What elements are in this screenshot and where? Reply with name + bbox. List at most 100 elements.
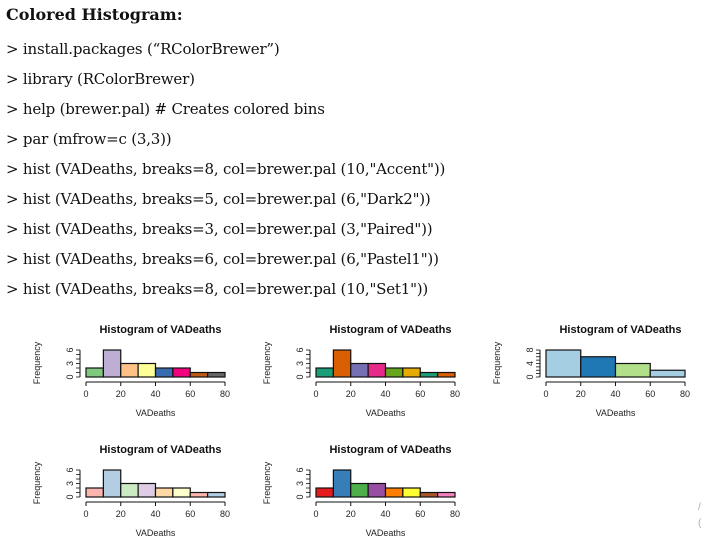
x-tick-label: 0	[543, 389, 548, 399]
histogram-bar	[154, 367, 174, 378]
histogram-bar	[85, 487, 104, 498]
x-axis-label: VADeaths	[596, 408, 636, 418]
r-command-help: > help (brewer.pal) # Creates colored bi…	[6, 100, 325, 118]
x-tick-label: 80	[450, 389, 460, 399]
x-tick-label: 0	[83, 389, 88, 399]
x-axis-label: VADeaths	[366, 528, 406, 538]
x-tick-label: 60	[415, 509, 425, 519]
y-tick-label: 6	[65, 347, 75, 352]
histogram-bar	[332, 349, 352, 378]
x-axis-label: VADeaths	[136, 408, 176, 418]
chart-title: Histogram of VADeaths	[329, 444, 451, 456]
histogram-bar	[189, 491, 209, 498]
y-axis-label: Frequency	[262, 341, 272, 384]
x-tick-label: 80	[680, 389, 690, 399]
histogram-bar	[137, 362, 157, 378]
histogram-bar	[315, 367, 334, 378]
chart-title: Histogram of VADeaths	[559, 324, 681, 336]
edge-mark-2: (	[698, 518, 702, 529]
x-tick-label: 0	[313, 389, 318, 399]
y-tick-label: 3	[65, 361, 75, 366]
r-command-hist-set1: > hist (VADeaths, breaks=8, col=brewer.p…	[6, 280, 429, 298]
y-tick-label: 4	[525, 361, 535, 366]
x-tick-label: 20	[116, 389, 126, 399]
y-axis-label: Frequency	[32, 461, 42, 504]
y-tick-label: 3	[65, 481, 75, 486]
histogram-bar	[207, 491, 226, 498]
y-tick-label: 6	[65, 467, 75, 472]
y-tick-label: 6	[295, 467, 305, 472]
x-axis-label: VADeaths	[366, 408, 406, 418]
histogram-bar	[350, 482, 369, 498]
histogram-bar	[85, 367, 104, 378]
chart-title: Histogram of VADeaths	[329, 324, 451, 336]
histogram-bar	[367, 362, 387, 378]
histogram-bar	[545, 349, 582, 378]
histogram-bar	[402, 367, 421, 378]
chart-title: Histogram of VADeaths	[99, 444, 221, 456]
histogram-pastel1: Histogram of VADeaths 0 20 40 60 80 VADeaths 0 3…	[20, 435, 250, 545]
x-tick-label: 80	[220, 509, 230, 519]
histogram-bar	[419, 491, 439, 498]
histogram-bar	[137, 482, 157, 498]
y-tick-label: 0	[65, 494, 75, 499]
x-tick-label: 40	[380, 509, 390, 519]
x-tick-label: 60	[185, 509, 195, 519]
histogram-set1: Histogram of VADeaths 0 20 40 60 80 VADeaths 0 3…	[250, 435, 480, 545]
y-tick-label: 6	[295, 347, 305, 352]
histogram-paired: Histogram of VADeaths 0 20 40 60 80 VADeaths 0 4…	[480, 315, 702, 425]
x-axis-label: VADeaths	[136, 528, 176, 538]
histogram-bar	[102, 349, 122, 378]
r-command-hist-accent: > hist (VADeaths, breaks=8, col=brewer.p…	[6, 160, 446, 178]
x-tick-label: 20	[346, 389, 356, 399]
edge-mark-1: /	[698, 502, 701, 513]
histogram-bar	[384, 367, 404, 378]
x-tick-label: 80	[220, 389, 230, 399]
y-axis-label: Frequency	[262, 461, 272, 504]
r-command-hist-dark2: > hist (VADeaths, breaks=5, col=brewer.p…	[6, 190, 431, 208]
histogram-grid: Histogram of VADeaths 0 20 40 60 80 VADeaths 0 3…	[0, 315, 702, 545]
y-tick-label: 0	[65, 374, 75, 379]
y-axis-label: Frequency	[32, 341, 42, 384]
x-tick-label: 20	[116, 509, 126, 519]
x-tick-label: 40	[380, 389, 390, 399]
x-tick-label: 60	[185, 389, 195, 399]
histogram-bar	[649, 369, 686, 378]
histogram-bar	[384, 487, 404, 498]
r-command-hist-paired: > hist (VADeaths, breaks=3, col=brewer.p…	[6, 220, 433, 238]
x-tick-label: 40	[150, 509, 160, 519]
chart-title: Histogram of VADeaths	[99, 324, 221, 336]
histogram-bar	[120, 362, 139, 378]
y-tick-label: 0	[295, 494, 305, 499]
x-tick-label: 20	[346, 509, 356, 519]
y-tick-label: 3	[295, 481, 305, 486]
histogram-bar	[437, 491, 456, 498]
histogram-bar	[402, 487, 421, 498]
histogram-bar	[120, 482, 139, 498]
y-tick-label: 3	[295, 361, 305, 366]
histogram-bar	[419, 371, 439, 378]
histogram-bar	[315, 487, 334, 498]
histogram-bar	[207, 371, 226, 378]
x-tick-label: 40	[610, 389, 620, 399]
r-command-par: > par (mfrow=c (3,3))	[6, 130, 172, 148]
histogram-bar	[614, 362, 651, 378]
y-tick-label: 8	[525, 347, 535, 352]
r-command-library: > library (RColorBrewer)	[6, 70, 195, 88]
x-tick-label: 60	[415, 389, 425, 399]
histogram-bar	[172, 487, 191, 498]
histogram-bar	[350, 362, 369, 378]
y-axis-label: Frequency	[492, 341, 502, 384]
histogram-bar	[102, 469, 122, 498]
histogram-bar	[172, 367, 191, 378]
x-tick-label: 80	[450, 509, 460, 519]
section-heading: Colored Histogram:	[6, 5, 183, 24]
x-tick-label: 0	[313, 509, 318, 519]
histogram-bar	[367, 482, 387, 498]
r-command-install: > install.packages (“RColorBrewer”)	[6, 40, 280, 58]
x-tick-label: 40	[150, 389, 160, 399]
y-tick-label: 0	[295, 374, 305, 379]
histogram-dark2: Histogram of VADeaths 0 20 40 60 80 VADeaths 0 3…	[250, 315, 480, 425]
histogram-bar	[580, 356, 617, 378]
histogram-accent: Histogram of VADeaths 0 20 40 60 80 VADeaths 0 3…	[20, 315, 250, 425]
